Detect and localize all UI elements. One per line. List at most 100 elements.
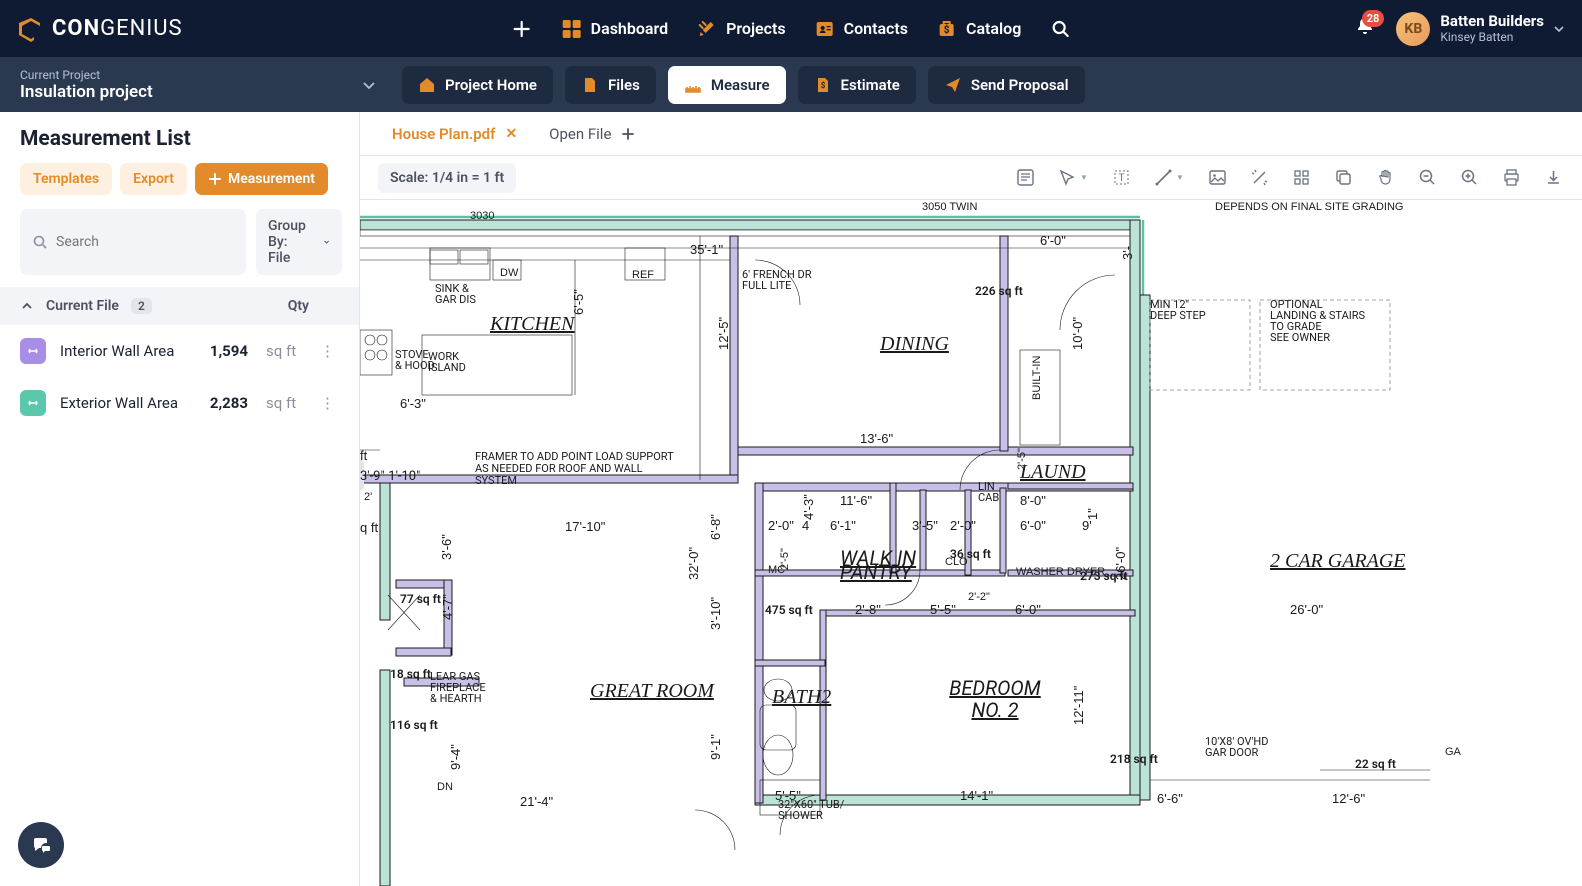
svg-text:LEAR GASFIREPLACE& HEARTH: LEAR GASFIREPLACE& HEARTH xyxy=(430,670,486,705)
svg-text:3030: 3030 xyxy=(470,210,494,222)
notifications-button[interactable]: 28 xyxy=(1354,16,1376,42)
templates-button[interactable]: Templates xyxy=(20,163,112,195)
svg-text:WORKISLAND: WORKISLAND xyxy=(428,350,466,374)
svg-text:9'-4": 9'-4" xyxy=(448,744,463,770)
svg-text:MIN 12"DEEP STEP: MIN 12"DEEP STEP xyxy=(1150,298,1206,322)
search-icon xyxy=(1049,18,1071,40)
measure-name: Exterior Wall Area xyxy=(60,394,196,412)
tab-estimate[interactable]: $Estimate xyxy=(798,66,916,104)
tool-print[interactable] xyxy=(1500,167,1522,189)
svg-text:WALK INPANTRY: WALK INPANTRY xyxy=(840,546,916,584)
tab-files[interactable]: Files xyxy=(565,66,656,104)
close-icon[interactable]: ✕ xyxy=(505,126,517,142)
svg-text:17'-10": 17'-10" xyxy=(565,519,606,534)
svg-text:2'-5": 2'-5" xyxy=(1016,448,1028,470)
svg-text:BEDROOMNO. 2: BEDROOMNO. 2 xyxy=(949,676,1041,722)
svg-text:2 CAR GARAGE: 2 CAR GARAGE xyxy=(1270,550,1406,572)
measure-icon xyxy=(684,76,702,94)
svg-text:6'-5": 6'-5" xyxy=(571,289,586,315)
measure-unit: sq ft xyxy=(266,342,302,360)
export-button[interactable]: Export xyxy=(120,163,187,195)
svg-text:32'-0": 32'-0" xyxy=(686,546,701,580)
svg-text:12'-5": 12'-5" xyxy=(716,316,731,350)
more-icon[interactable]: ⋮ xyxy=(316,342,339,360)
tab-project-home[interactable]: Project Home xyxy=(402,66,553,104)
svg-text:10'X8' OV'HDGAR DOOR: 10'X8' OV'HDGAR DOOR xyxy=(1205,735,1268,759)
nav-search[interactable] xyxy=(1049,18,1071,40)
tool-grid[interactable] xyxy=(1290,167,1312,189)
tool-magic[interactable] xyxy=(1248,167,1270,189)
add-measurement-button[interactable]: Measurement xyxy=(195,163,328,195)
tool-download[interactable] xyxy=(1542,167,1564,189)
svg-text:1": 1" xyxy=(1085,508,1100,520)
svg-text:35'-1": 35'-1" xyxy=(690,242,724,257)
nav-catalog[interactable]: $Catalog xyxy=(936,18,1021,40)
svg-text:2': 2' xyxy=(364,491,372,503)
svg-text:REF: REF xyxy=(632,269,654,281)
svg-text:2'-5": 2'-5" xyxy=(779,548,791,570)
measurement-row[interactable]: Exterior Wall Area 2,283 sq ft ⋮ xyxy=(0,377,359,429)
svg-text:9'-1": 9'-1" xyxy=(708,734,723,760)
svg-text:DEPENDS ON FINAL SITE GRADING: DEPENDS ON FINAL SITE GRADING xyxy=(1215,201,1403,213)
home-icon xyxy=(418,76,436,94)
tool-zoom-in[interactable] xyxy=(1458,167,1480,189)
measure-chip-icon xyxy=(20,338,46,364)
measurement-row[interactable]: Interior Wall Area 1,594 sq ft ⋮ xyxy=(0,325,359,377)
logo-mark-icon xyxy=(18,16,44,42)
svg-text:6'-8": 6'-8" xyxy=(708,514,723,540)
tool-copy[interactable] xyxy=(1332,167,1354,189)
list-header-qty: Qty xyxy=(288,298,309,314)
project-selector[interactable]: Current Project Insulation project xyxy=(20,68,390,102)
svg-text:GREAT ROOM: GREAT ROOM xyxy=(590,680,715,702)
nav-contacts[interactable]: Contacts xyxy=(814,18,908,40)
svg-text:3050 TWIN: 3050 TWIN xyxy=(922,201,977,213)
tool-pan[interactable] xyxy=(1374,167,1396,189)
nav-add[interactable] xyxy=(511,18,533,40)
list-header: Current File 2 Qty xyxy=(0,287,359,325)
svg-text:26'-0": 26'-0" xyxy=(1113,546,1128,580)
nav-projects[interactable]: Projects xyxy=(696,18,786,40)
svg-text:22 sq ft: 22 sq ft xyxy=(1355,757,1396,771)
measure-value: 1,594 xyxy=(210,342,248,360)
tab-measure[interactable]: Measure xyxy=(668,66,786,104)
svg-text:OPTIONALLANDING & STAIRSTO GRA: OPTIONALLANDING & STAIRSTO GRADESEE OWNE… xyxy=(1270,298,1366,344)
avatar: KB xyxy=(1396,12,1430,46)
chevron-up-icon[interactable] xyxy=(20,299,34,313)
sidebar-title: Measurement List xyxy=(20,127,339,151)
tool-note[interactable] xyxy=(1014,167,1036,189)
search-box[interactable] xyxy=(20,209,246,275)
svg-text:4'-3": 4'-3" xyxy=(801,494,816,520)
chevron-down-icon xyxy=(1554,24,1564,34)
more-icon[interactable]: ⋮ xyxy=(316,394,339,412)
brand-logo[interactable]: CONGENIUS xyxy=(18,16,183,42)
search-input[interactable] xyxy=(56,234,234,250)
plus-icon xyxy=(511,18,533,40)
measurement-sidebar: Measurement List Templates Export Measur… xyxy=(0,112,360,886)
tab-send-proposal[interactable]: Send Proposal xyxy=(928,66,1085,104)
svg-text:2'-0": 2'-0" xyxy=(950,518,976,533)
tool-text[interactable]: T xyxy=(1110,167,1132,189)
file-tab-active[interactable]: House Plan.pdf✕ xyxy=(378,117,531,151)
svg-text:ft: ft xyxy=(360,448,368,463)
svg-text:BUILT-IN: BUILT-IN xyxy=(1031,356,1043,400)
tool-image[interactable] xyxy=(1206,167,1228,189)
nav-dashboard[interactable]: Dashboard xyxy=(561,18,668,40)
plan-viewport[interactable]: KITCHEN DINING GREAT ROOM BATH2 WALK INP… xyxy=(360,200,1582,886)
brand-thin: GENIUS xyxy=(100,16,183,41)
scale-chip[interactable]: Scale: 1/4 in = 1 ft xyxy=(378,163,516,193)
svg-text:5'-5": 5'-5" xyxy=(930,602,956,617)
groupby-dropdown[interactable]: Group By: File xyxy=(256,209,342,275)
user-menu[interactable]: KB Batten Builders Kinsey Batten xyxy=(1396,12,1564,46)
svg-text:475 sq ft: 475 sq ft xyxy=(765,603,813,617)
svg-text:$: $ xyxy=(944,23,950,36)
chat-button[interactable] xyxy=(18,822,64,868)
svg-text:26'-0": 26'-0" xyxy=(1290,602,1324,617)
measure-unit: sq ft xyxy=(266,394,302,412)
tool-cursor[interactable]: ▼ xyxy=(1056,167,1090,189)
plus-icon xyxy=(208,172,222,186)
tool-zoom-out[interactable] xyxy=(1416,167,1438,189)
measure-name: Interior Wall Area xyxy=(60,342,196,360)
open-file-button[interactable]: Open File xyxy=(535,117,649,151)
tool-line[interactable]: ▼ xyxy=(1152,167,1186,189)
svg-text:T: T xyxy=(1118,173,1124,184)
